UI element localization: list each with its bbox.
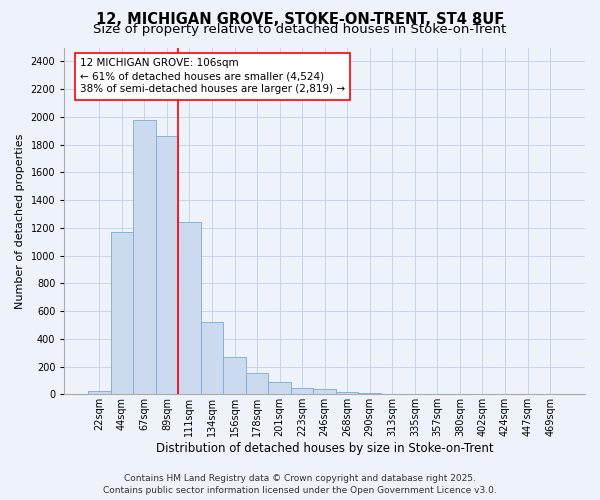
Bar: [88, 391, 110, 394]
Bar: [200, 322, 223, 394]
Bar: [223, 357, 246, 395]
Bar: [313, 388, 336, 394]
Bar: [336, 392, 358, 394]
Y-axis label: Number of detached properties: Number of detached properties: [15, 133, 25, 308]
Text: 12, MICHIGAN GROVE, STOKE-ON-TRENT, ST4 8UF: 12, MICHIGAN GROVE, STOKE-ON-TRENT, ST4 …: [96, 12, 504, 28]
Bar: [291, 388, 313, 394]
X-axis label: Distribution of detached houses by size in Stoke-on-Trent: Distribution of detached houses by size …: [156, 442, 493, 455]
Bar: [268, 382, 291, 394]
Text: Contains HM Land Registry data © Crown copyright and database right 2025.
Contai: Contains HM Land Registry data © Crown c…: [103, 474, 497, 495]
Bar: [178, 222, 200, 394]
Bar: [246, 374, 268, 394]
Bar: [358, 393, 381, 394]
Text: 12 MICHIGAN GROVE: 106sqm
← 61% of detached houses are smaller (4,524)
38% of se: 12 MICHIGAN GROVE: 106sqm ← 61% of detac…: [80, 58, 345, 94]
Text: Size of property relative to detached houses in Stoke-on-Trent: Size of property relative to detached ho…: [94, 22, 506, 36]
Bar: [155, 136, 178, 394]
Bar: [133, 120, 155, 394]
Bar: [110, 232, 133, 394]
